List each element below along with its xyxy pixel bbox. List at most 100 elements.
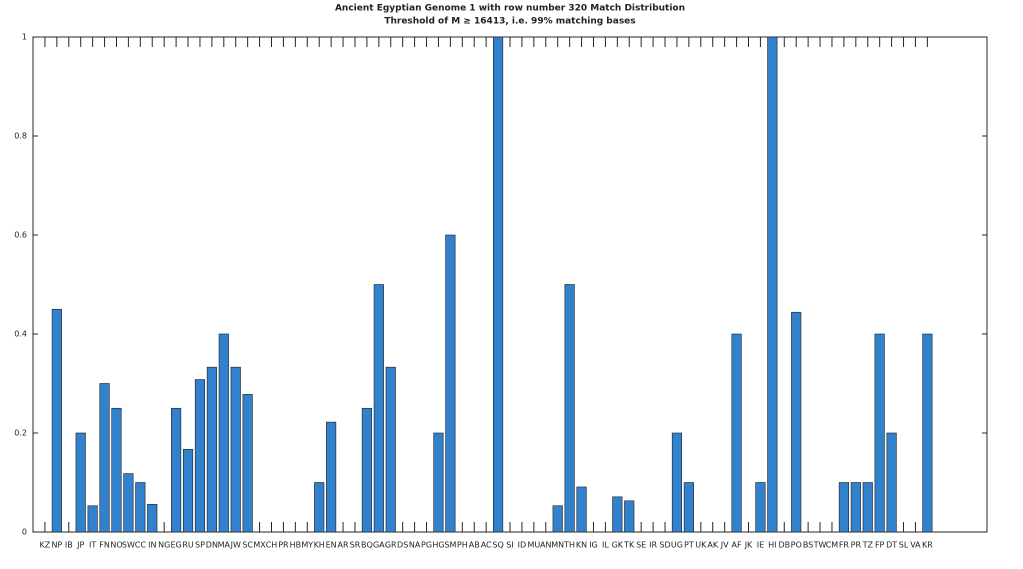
x-tick-label: VA	[910, 541, 921, 550]
bar	[373, 284, 384, 533]
x-tick-label: NO	[110, 541, 122, 550]
x-tick-label: AB	[469, 541, 480, 550]
x-tick-label: HG	[432, 541, 444, 550]
chart-title: Ancient Egyptian Genome 1 with row numbe…	[335, 4, 685, 14]
x-tick-label: ID	[518, 541, 527, 550]
bar	[51, 308, 62, 533]
y-tick-label: 0.4	[14, 330, 27, 339]
x-tick-label: PR	[278, 541, 289, 550]
x-tick-label: MN	[551, 541, 564, 550]
x-tick-label: CH	[266, 541, 278, 550]
x-tick-label: IN	[148, 541, 156, 550]
x-tick-label: CM	[826, 541, 839, 550]
x-tick-label: EN	[326, 541, 337, 550]
bar	[886, 432, 897, 533]
chart-subtitle: Threshold of M ≥ 16413, i.e. 99% matchin…	[384, 17, 635, 27]
x-tick-label: SE	[636, 541, 646, 550]
x-tick-label: DN	[206, 541, 218, 550]
bar	[326, 421, 337, 533]
x-tick-label: IE	[757, 541, 764, 550]
bar	[194, 379, 206, 533]
x-tick-label: DT	[886, 541, 897, 550]
bar	[123, 473, 134, 533]
bar	[493, 36, 504, 533]
bar	[445, 234, 456, 533]
bar	[791, 311, 802, 533]
x-tick-label: NG	[158, 541, 170, 550]
y-tick-label: 0	[22, 528, 27, 537]
bar	[755, 482, 766, 533]
bar	[182, 449, 194, 533]
y-tick-label: 1	[22, 33, 27, 42]
x-tick-label: SQ	[492, 541, 503, 550]
x-tick-label: TK	[623, 541, 635, 550]
x-tick-label: SW	[122, 541, 135, 550]
x-tick-label: SL	[899, 541, 909, 550]
x-tick-label: JP	[76, 541, 84, 550]
x-tick-label: SD	[659, 541, 670, 550]
x-tick-label: AR	[338, 541, 349, 550]
bar	[683, 482, 694, 533]
x-tick-label: MU	[527, 541, 540, 550]
x-tick-label: KH	[314, 541, 325, 550]
x-tick-label: IB	[65, 541, 73, 550]
x-tick-label: SM	[444, 541, 456, 550]
bar	[564, 284, 575, 533]
x-tick-label: CC	[135, 541, 147, 550]
x-tick-label: IL	[602, 541, 609, 550]
bar	[850, 482, 861, 533]
x-tick-label: SI	[506, 541, 513, 550]
bar	[218, 333, 229, 533]
x-tick-label: UK	[695, 541, 707, 550]
bar	[361, 407, 372, 533]
x-tick-label: IR	[649, 541, 657, 550]
x-tick-label: FP	[875, 541, 885, 550]
x-tick-label: KZ	[40, 541, 51, 550]
bar	[433, 432, 444, 533]
y-tick-label: 0.6	[14, 231, 27, 240]
x-tick-label: EG	[170, 541, 181, 550]
x-tick-label: AC	[481, 541, 492, 550]
x-tick-label: RU	[182, 541, 194, 550]
bar	[731, 333, 742, 533]
bar	[671, 432, 683, 533]
bar	[576, 486, 587, 533]
x-tick-label: TW	[813, 541, 827, 550]
x-tick-label: JV	[720, 541, 729, 550]
x-tick-label: AK	[707, 541, 718, 550]
x-tick-label: PG	[421, 541, 432, 550]
y-tick-label: 0.2	[14, 429, 27, 438]
x-tick-label: BQ	[361, 541, 373, 550]
x-tick-label: BS	[803, 541, 813, 550]
x-tick-label: JK	[744, 541, 753, 550]
bar	[862, 482, 873, 533]
bar	[767, 36, 778, 533]
x-tick-label: TH	[563, 541, 575, 550]
bar	[111, 407, 122, 533]
bar	[314, 482, 325, 533]
bar	[922, 333, 933, 533]
bar	[624, 500, 635, 533]
x-tick-label: UG	[671, 541, 683, 550]
x-tick-label: GR	[385, 541, 397, 550]
x-tick-label: MY	[301, 541, 313, 550]
x-tick-label: SR	[350, 541, 361, 550]
x-tick-label: PO	[791, 541, 802, 550]
bar	[206, 366, 217, 533]
x-tick-label: HI	[768, 541, 776, 550]
x-tick-label: HB	[290, 541, 302, 550]
x-tick-label: FN	[99, 541, 110, 550]
bar	[135, 482, 146, 533]
x-tick-label: AN	[540, 541, 551, 550]
bar	[99, 383, 110, 533]
x-tick-label: TZ	[862, 541, 874, 550]
x-tick-label: GK	[612, 541, 624, 550]
bar	[385, 366, 396, 533]
x-tick-label: IG	[589, 541, 598, 550]
x-tick-label: KN	[576, 541, 587, 550]
bar	[874, 333, 885, 533]
bar	[242, 394, 253, 533]
x-tick-label: MA	[218, 541, 231, 550]
x-tick-label: PR	[851, 541, 862, 550]
